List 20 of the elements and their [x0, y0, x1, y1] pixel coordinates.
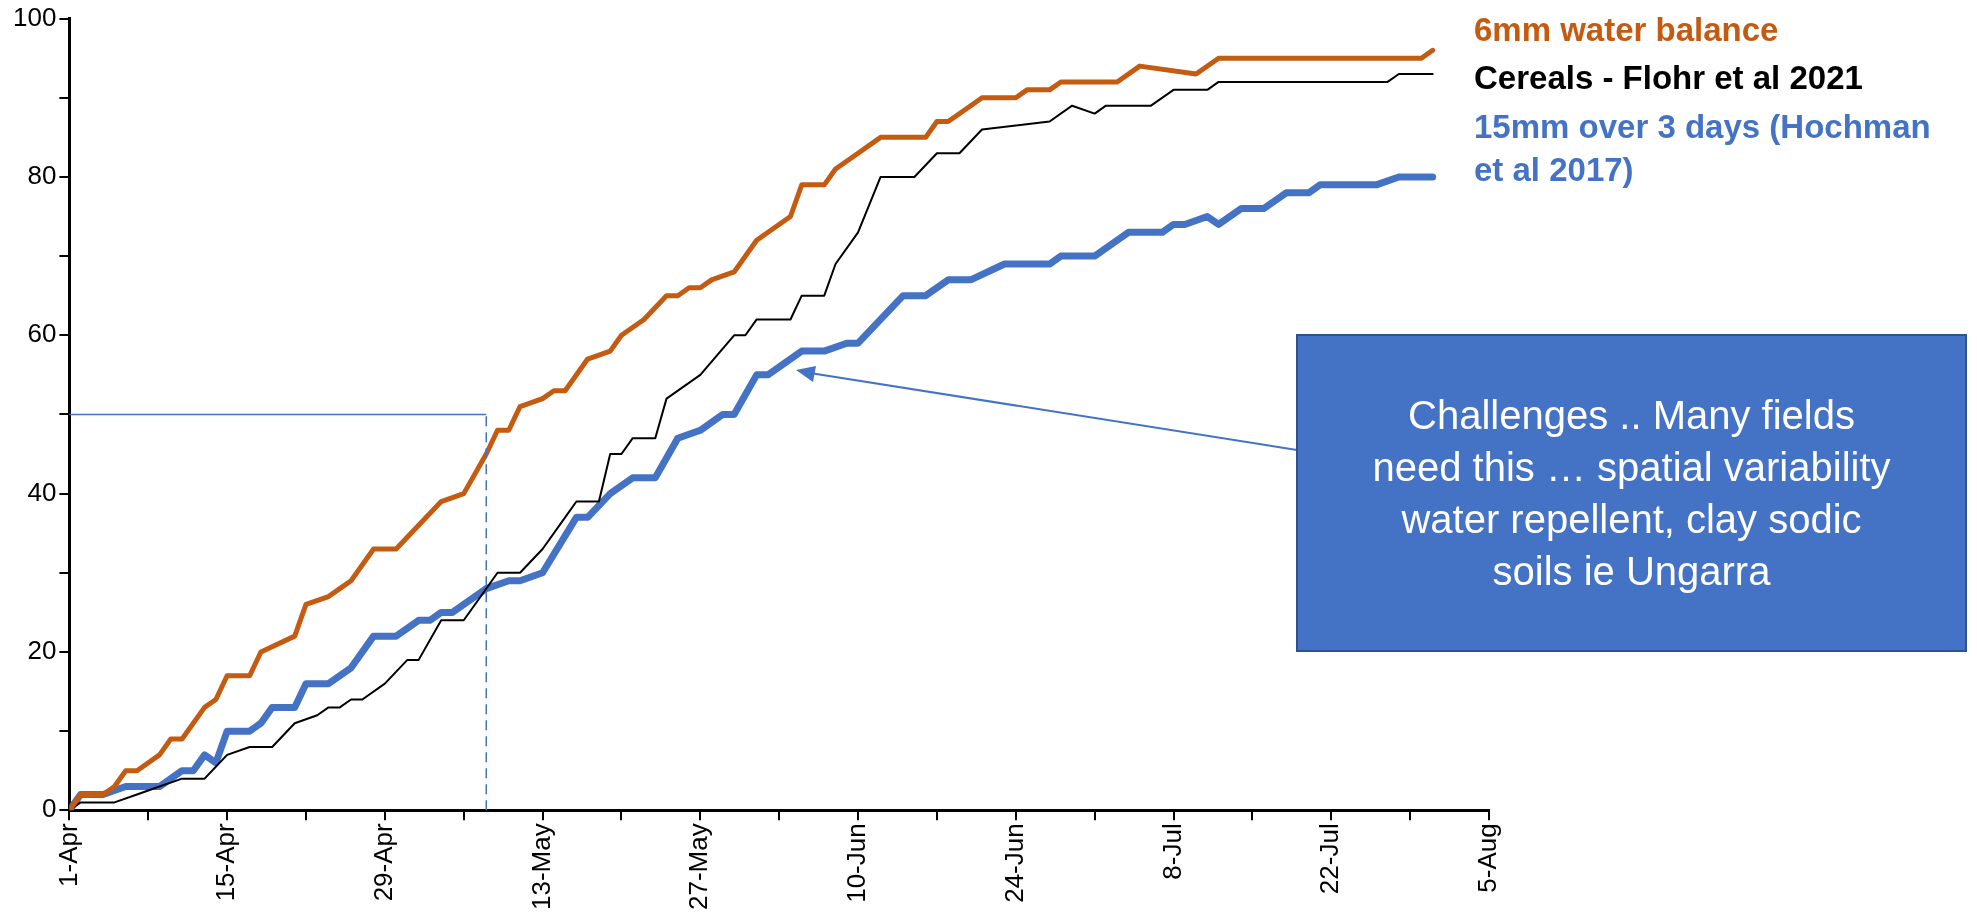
x-tick-label: 13-May [525, 823, 556, 911]
x-tick-label: 27-May [683, 823, 714, 911]
callout-box: Challenges .. Many fields need this … spatial variability water repellent, clay sodic soils ie Ungarra [1296, 334, 1967, 652]
x-tick-label: 5-Aug [1472, 823, 1503, 893]
y-tick-label: 100 [12, 1, 57, 32]
series-label: 6mm water balance [1474, 9, 1780, 50]
x-tick-label: 24-Jun [998, 823, 1029, 903]
y-tick-label: 0 [41, 793, 57, 824]
series-label: Cereals - Flohr et al 2021 [1474, 58, 1864, 99]
y-tick-label: 60 [27, 318, 57, 349]
y-tick-label: 40 [27, 476, 57, 507]
series-label: 15mm over 3 days (Hochman et al 2017) [1474, 107, 1932, 191]
x-tick-label: 1-Apr [52, 822, 83, 887]
y-tick-label: 80 [27, 160, 57, 191]
y-tick-label: 20 [27, 635, 57, 666]
x-tick-label: 22-Jul [1314, 823, 1345, 895]
x-tick-label: 15-Apr [210, 822, 241, 902]
x-tick-label: 8-Jul [1156, 823, 1187, 880]
x-tick-label: 29-Apr [368, 822, 399, 902]
x-tick-label: 10-Jun [841, 823, 872, 903]
